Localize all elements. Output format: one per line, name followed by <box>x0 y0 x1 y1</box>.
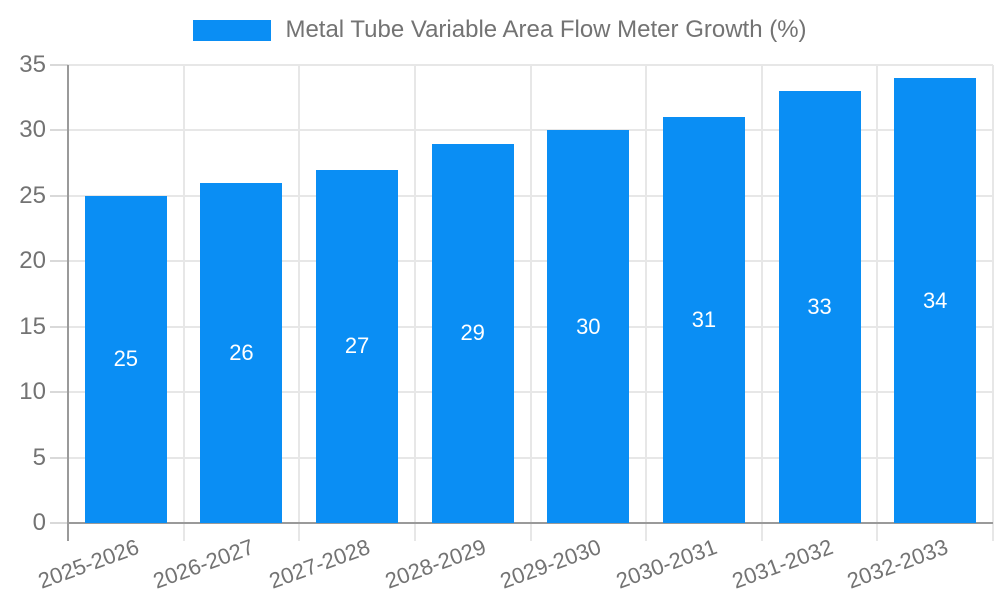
vertical-gridline <box>760 65 763 541</box>
bar-2025-2026 <box>84 195 167 523</box>
bar-value-label: 27 <box>344 333 370 359</box>
x-axis-line <box>68 522 993 524</box>
x-tick-label: 2026-2027 <box>150 534 258 594</box>
vertical-gridline <box>298 65 301 541</box>
x-tick-label: 2030-2031 <box>612 534 721 594</box>
y-tick-mark <box>50 194 68 197</box>
y-tick-label: 15 <box>19 312 46 340</box>
y-tick-mark <box>50 260 68 263</box>
bar-value-label: 33 <box>807 294 832 320</box>
y-tick-mark <box>50 522 68 524</box>
vertical-gridline <box>413 65 416 541</box>
y-tick-label: 5 <box>32 443 46 471</box>
x-tick-label: 2031-2032 <box>728 534 836 594</box>
vertical-gridline <box>645 65 648 541</box>
vertical-gridline <box>876 65 879 541</box>
y-tick-mark <box>50 129 68 132</box>
y-tick-label: 30 <box>19 116 46 144</box>
y-tick-label: 35 <box>19 51 46 78</box>
x-tick-label: 2032-2033 <box>843 534 952 594</box>
y-tick-label: 20 <box>19 247 46 275</box>
bar-2029-2030 <box>547 130 630 523</box>
x-tick-label: 2028-2029 <box>381 534 489 594</box>
bar-2026-2027 <box>200 182 283 523</box>
x-tick-label: 2025-2026 <box>34 534 143 594</box>
bar-2028-2029 <box>431 143 514 523</box>
y-tick-mark <box>50 325 68 328</box>
y-tick-label: 0 <box>32 509 46 536</box>
y-axis-line <box>67 65 69 541</box>
bar-value-label: 30 <box>576 313 601 339</box>
y-tick-label: 10 <box>19 378 46 406</box>
x-tick-label: 2029-2030 <box>497 534 605 594</box>
legend-swatch <box>193 19 272 41</box>
bar-value-label: 29 <box>460 320 485 346</box>
y-tick-mark <box>50 64 68 66</box>
vertical-gridline <box>182 65 185 541</box>
vertical-gridline <box>992 65 994 541</box>
legend-series-label: Metal Tube Variable Area Flow Meter Grow… <box>285 16 807 43</box>
bar-2027-2028 <box>316 169 399 523</box>
legend: Metal Tube Variable Area Flow Meter Grow… <box>0 16 1000 45</box>
bar-2032-2033 <box>894 78 977 523</box>
bar-2030-2031 <box>662 117 745 523</box>
y-tick-label: 25 <box>19 181 46 209</box>
vertical-gridline <box>529 65 532 541</box>
x-tick-label: 2027-2028 <box>265 534 374 594</box>
bar-value-label: 26 <box>229 339 254 365</box>
y-tick-mark <box>50 391 68 394</box>
bar-value-label: 34 <box>922 287 948 313</box>
bar-value-label: 25 <box>113 346 139 372</box>
bar-value-label: 31 <box>691 307 717 333</box>
bar-2031-2032 <box>778 91 861 523</box>
y-tick-mark <box>50 456 68 459</box>
